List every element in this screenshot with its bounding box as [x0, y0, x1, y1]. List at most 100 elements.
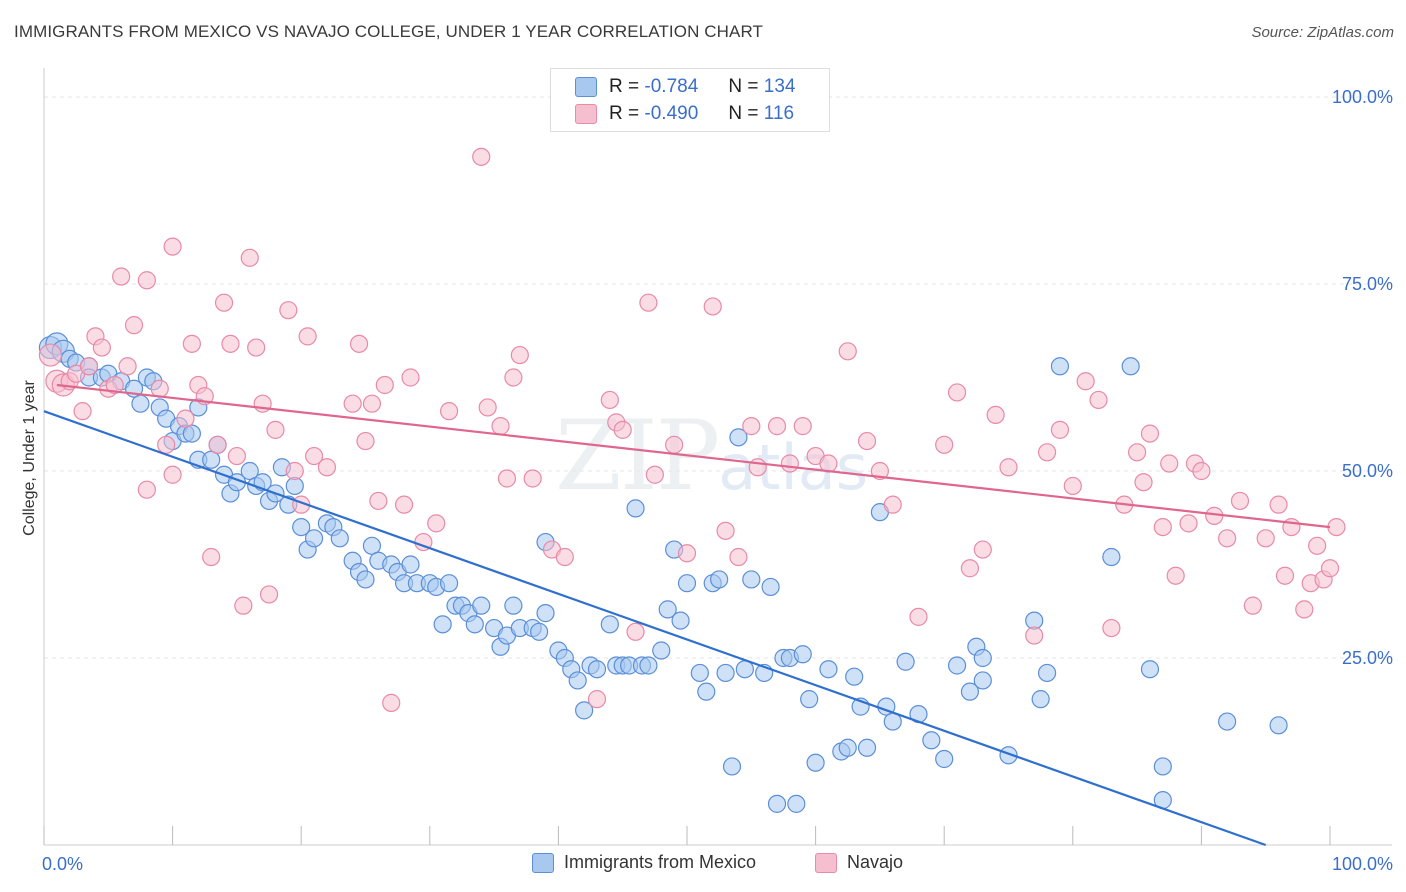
- point-navajo: [1308, 536, 1327, 555]
- y-tick-label: 50.0%: [1342, 461, 1393, 481]
- bottom-legend-label-navajo: Navajo: [847, 852, 904, 872]
- point-mexico: [793, 645, 812, 664]
- x-tick-label: 0.0%: [42, 854, 83, 874]
- point-navajo: [202, 547, 221, 567]
- point-navajo: [1192, 461, 1211, 481]
- bottom-legend-swatch-navajo: [815, 852, 837, 873]
- point-navajo: [639, 293, 658, 312]
- point-navajo: [742, 417, 761, 436]
- point-navajo: [1256, 529, 1275, 548]
- point-navajo: [626, 622, 645, 641]
- point-navajo: [304, 446, 324, 466]
- bottom-legend-label-mexico: Immigrants from Mexico: [564, 852, 757, 872]
- point-navajo: [92, 338, 111, 357]
- point-navajo: [182, 334, 201, 353]
- point-navajo: [259, 585, 279, 604]
- point-mexico: [439, 574, 459, 593]
- point-navajo: [234, 596, 253, 615]
- point-navajo: [137, 271, 156, 290]
- point-navajo: [523, 469, 542, 488]
- point-navajo: [960, 559, 980, 578]
- point-mexico: [1121, 357, 1140, 376]
- point-mexico: [845, 667, 864, 686]
- point-mexico: [292, 517, 311, 537]
- point-mexico: [896, 652, 915, 671]
- point-navajo: [1063, 476, 1082, 496]
- point-navajo: [947, 383, 967, 402]
- point-mexico: [658, 600, 677, 619]
- point-mexico: [716, 663, 735, 683]
- point-navajo: [1050, 420, 1070, 439]
- point-mexico: [697, 682, 716, 701]
- point-mexico: [465, 615, 484, 634]
- legend-swatch-navajo: [575, 104, 597, 124]
- point-navajo: [504, 368, 523, 387]
- point-navajo: [677, 544, 697, 563]
- point-navajo: [472, 147, 491, 166]
- point-navajo: [298, 327, 317, 346]
- point-mexico: [947, 656, 967, 675]
- point-mexico: [761, 577, 780, 597]
- point-mexico: [935, 749, 954, 769]
- point-navajo: [857, 431, 877, 451]
- point-mexico: [819, 660, 838, 679]
- point-mexico: [536, 604, 555, 623]
- point-navajo: [137, 480, 156, 499]
- point-navajo: [150, 379, 169, 398]
- point-mexico: [330, 529, 349, 548]
- point-navajo: [1179, 514, 1198, 533]
- point-navajo: [491, 417, 510, 436]
- legend-row-navajo: R = -0.490 N = 116: [575, 101, 794, 127]
- point-navajo: [1218, 529, 1237, 548]
- point-mexico: [838, 738, 857, 757]
- point-navajo: [279, 301, 298, 320]
- point-mexico: [568, 671, 587, 690]
- trendline-navajo: [56, 383, 1331, 529]
- point-navajo: [317, 458, 337, 477]
- y-axis-label: College, Under 1 year: [21, 380, 38, 536]
- point-navajo: [703, 297, 722, 316]
- point-navajo: [716, 521, 735, 540]
- point-mexico: [922, 731, 941, 750]
- y-tick-label: 25.0%: [1342, 648, 1393, 668]
- point-navajo: [375, 375, 394, 395]
- bottom-legend-mexico: Immigrants from Mexico: [532, 852, 756, 873]
- y-tick-label: 100.0%: [1332, 87, 1393, 107]
- legend-n-label: N =: [728, 76, 759, 97]
- point-navajo: [780, 454, 799, 473]
- point-mexico: [671, 611, 690, 630]
- point-mexico: [401, 555, 420, 574]
- point-mexico: [1102, 547, 1121, 567]
- point-navajo: [221, 334, 240, 353]
- point-navajo: [112, 267, 131, 286]
- point-navajo: [935, 435, 954, 454]
- chart-title: IMMIGRANTS FROM MEXICO VS NAVAJO COLLEGE…: [14, 22, 764, 41]
- point-mexico: [857, 738, 877, 757]
- legend-r-value: -0.490: [644, 103, 699, 124]
- point-mexico: [722, 757, 742, 776]
- point-navajo: [767, 417, 787, 436]
- point-navajo: [1037, 443, 1057, 462]
- correlation-legend: R = -0.784 N = 134 R = -0.490 N = 116: [550, 68, 830, 132]
- point-mexico: [1037, 663, 1057, 683]
- point-navajo: [1160, 454, 1179, 473]
- point-mexico: [587, 660, 607, 679]
- point-navajo: [382, 693, 401, 712]
- point-navajo: [79, 357, 99, 376]
- point-mexico: [973, 648, 992, 668]
- legend-row-mexico: R = -0.784 N = 134: [575, 74, 795, 100]
- point-navajo: [118, 357, 137, 376]
- point-navajo: [870, 461, 890, 481]
- point-navajo: [427, 514, 446, 533]
- y-tick-label: 75.0%: [1342, 274, 1393, 294]
- point-mexico: [131, 394, 150, 413]
- point-navajo: [1327, 517, 1346, 537]
- point-mexico: [742, 570, 761, 589]
- point-mexico: [433, 615, 452, 634]
- point-mexico: [472, 596, 491, 615]
- point-navajo: [124, 316, 144, 335]
- point-mexico: [767, 794, 787, 813]
- point-navajo: [497, 469, 517, 488]
- point-navajo: [1269, 495, 1288, 514]
